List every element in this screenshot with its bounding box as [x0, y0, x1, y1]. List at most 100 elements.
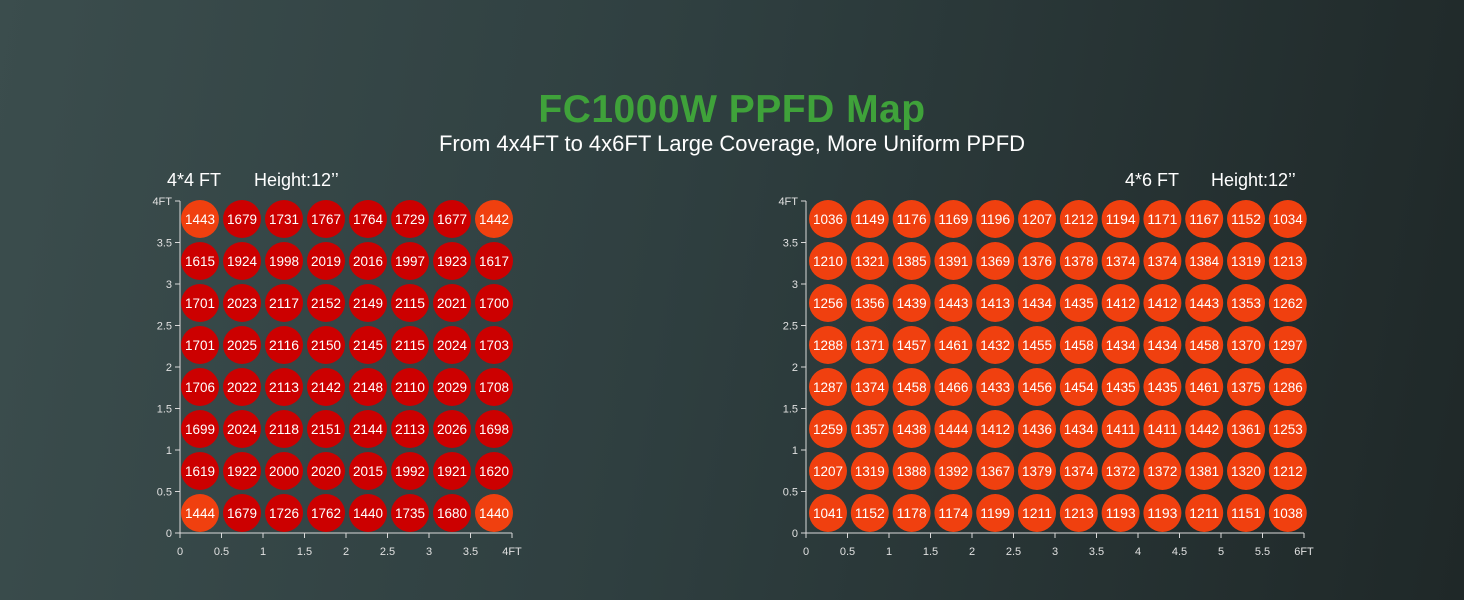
chart1-ppfd-value: 2024 — [437, 337, 467, 353]
chart2-ppfd-value: 1374 — [1106, 253, 1136, 269]
chart2-y-tick-label: 3 — [792, 279, 798, 291]
chart2-ppfd-point — [892, 284, 931, 322]
chart1-y-tick-label: 0.5 — [157, 487, 172, 499]
chart2-ppfd-point — [1101, 410, 1140, 448]
chart1-x-tick-label: 1 — [260, 546, 266, 558]
chart2-x-tick-label: 3 — [1052, 546, 1058, 558]
chart1-ppfd-point — [475, 368, 513, 406]
chart2-ppfd-value: 1036 — [813, 211, 843, 227]
chart1-ppfd-point — [223, 326, 261, 364]
chart2-ppfd-value: 1149 — [855, 211, 885, 227]
chart1-ppfd-value: 1440 — [353, 505, 383, 521]
chart1-y-tick-label: 3 — [166, 279, 172, 291]
chart2-ppfd-point — [809, 494, 847, 532]
chart2-ppfd-point — [934, 284, 973, 322]
chart1-ppfd-point — [475, 200, 513, 238]
chart2-ppfd-point — [809, 326, 847, 364]
chart1-ppfd-value: 2116 — [269, 337, 299, 353]
chart2-ppfd-value: 1388 — [897, 463, 927, 479]
chart2-ppfd-point — [1101, 368, 1140, 406]
chart1-ppfd-value: 1706 — [185, 379, 215, 395]
chart2-ppfd-point — [976, 284, 1015, 322]
chart1-ppfd-point — [475, 410, 513, 448]
chart1-ppfd-value: 2020 — [311, 463, 341, 479]
chart2-ppfd-point — [976, 326, 1015, 364]
chart2-ppfd-value: 1193 — [1147, 505, 1177, 521]
chart1-ppfd-point — [265, 284, 303, 322]
chart1-ppfd-value: 1992 — [395, 463, 425, 479]
chart2-ppfd-value: 1434 — [1022, 295, 1052, 311]
chart1-ppfd-value: 1762 — [311, 505, 341, 521]
chart2-ppfd-value: 1152 — [1231, 211, 1261, 227]
chart2-ppfd-point — [1018, 410, 1056, 448]
chart1-ppfd-value: 1708 — [479, 379, 509, 395]
chart2-ppfd-value: 1167 — [1189, 211, 1219, 227]
chart2-ppfd-point — [1059, 242, 1098, 280]
chart2-x-tick-label: 5 — [1218, 546, 1224, 558]
chart1-ppfd-value: 1726 — [269, 505, 299, 521]
chart1-ppfd-point — [349, 242, 387, 280]
chart2-ppfd-value: 1374 — [1147, 253, 1177, 269]
chart2-ppfd-point — [976, 452, 1015, 490]
chart1-ppfd-point — [391, 452, 429, 490]
chart2-ppfd-value: 1434 — [1147, 337, 1177, 353]
chart1-ppfd-point — [181, 284, 219, 322]
chart1-ppfd-point — [391, 410, 429, 448]
page-subtitle: From 4x4FT to 4x6FT Large Coverage, More… — [438, 131, 1026, 156]
chart2-ppfd-point — [850, 368, 889, 406]
chart2-ppfd-value: 1381 — [1189, 463, 1219, 479]
chart1-ppfd-value: 2145 — [353, 337, 383, 353]
chart2-ppfd-point — [1059, 494, 1098, 532]
chart2-ppfd-value: 1371 — [855, 337, 885, 353]
chart2-size-label: 4*6 FT — [1125, 170, 1180, 190]
chart1-ppfd-point — [433, 242, 471, 280]
chart2-ppfd-value: 1392 — [938, 463, 968, 479]
chart1-ppfd-value: 1767 — [311, 211, 341, 227]
chart2-ppfd-value: 1439 — [897, 295, 927, 311]
chart1-ppfd-value: 1700 — [479, 295, 509, 311]
chart2-ppfd-point — [1227, 494, 1265, 532]
chart1-ppfd-point — [223, 452, 261, 490]
chart2-ppfd-point — [1143, 326, 1182, 364]
chart1-ppfd-point — [265, 326, 303, 364]
chart1-ppfd-value: 1922 — [227, 463, 257, 479]
chart1-x-tick-label: 3.5 — [463, 546, 478, 558]
chart2-ppfd-point — [1059, 326, 1098, 364]
chart1-y-tick-label: 1 — [166, 445, 172, 457]
chart2-ppfd-point — [976, 410, 1015, 448]
chart2-ppfd-value: 1434 — [1064, 421, 1094, 437]
chart1-ppfd-value: 2115 — [395, 295, 425, 311]
chart1-ppfd-point — [475, 326, 513, 364]
chart1-ppfd-value: 1998 — [269, 253, 299, 269]
chart1-ppfd-value: 2113 — [269, 379, 299, 395]
chart2-ppfd-value: 1378 — [1064, 253, 1094, 269]
chart2-x-tick-label: 1 — [886, 546, 892, 558]
chart1-ppfd-value: 1997 — [395, 253, 425, 269]
chart1-x-tick-label: 1.5 — [297, 546, 312, 558]
chart1-ppfd-point — [391, 284, 429, 322]
chart2-ppfd-point — [1018, 326, 1056, 364]
chart2-ppfd-point — [809, 200, 847, 238]
chart1-ppfd-value: 2115 — [395, 337, 425, 353]
chart1-y-tick-label: 2 — [166, 362, 172, 374]
chart1-height-label: Height:12’’ — [254, 170, 339, 190]
chart1-ppfd-point — [265, 410, 303, 448]
chart2-ppfd-value: 1211 — [1022, 505, 1052, 521]
chart2-ppfd-value: 1319 — [1231, 253, 1261, 269]
chart1-ppfd-point — [391, 494, 429, 532]
chart2-ppfd-value: 1213 — [1273, 253, 1303, 269]
chart2-ppfd-point — [1268, 242, 1307, 280]
chart2-x-tick-label: 0 — [803, 546, 809, 558]
chart1-ppfd-point — [181, 326, 219, 364]
chart2-ppfd-point — [1227, 452, 1265, 490]
chart2-ppfd-point — [1101, 284, 1140, 322]
chart2-ppfd-point — [1101, 494, 1140, 532]
chart2-ppfd-point — [1143, 242, 1182, 280]
chart2-ppfd-point — [1059, 200, 1098, 238]
chart1-ppfd-point — [265, 200, 303, 238]
chart2-x-tick-label: 0.5 — [840, 546, 855, 558]
chart1-ppfd-point — [433, 494, 471, 532]
chart2-ppfd-point — [1018, 368, 1056, 406]
chart2-ppfd-point — [934, 368, 973, 406]
chart2-ppfd-point — [1268, 284, 1307, 322]
